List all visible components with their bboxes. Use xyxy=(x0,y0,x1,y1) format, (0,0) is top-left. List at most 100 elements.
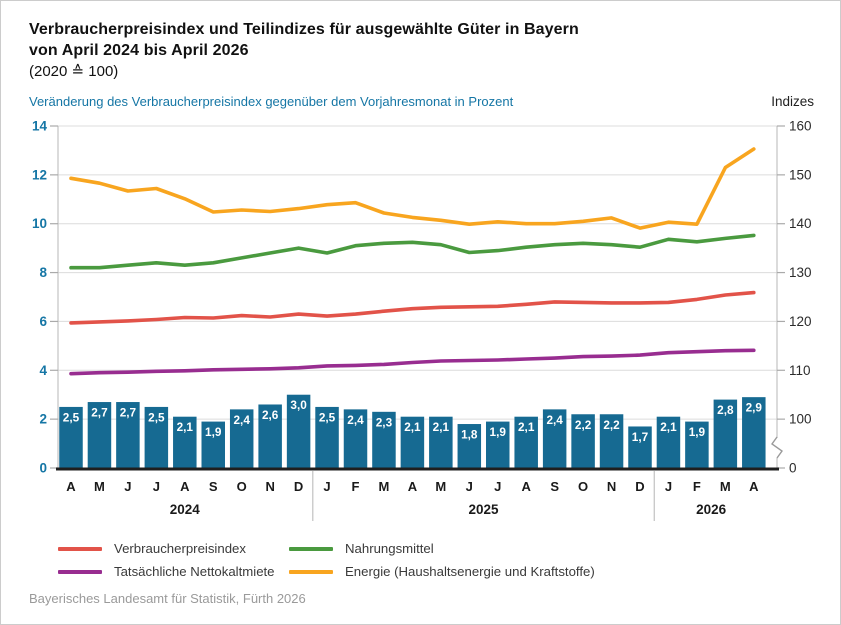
bar-value-label: 2,6 xyxy=(262,408,279,422)
legend-swatch-purple xyxy=(58,569,102,574)
bar xyxy=(59,406,83,468)
month-tick-label: A xyxy=(749,479,759,494)
axis-title-row: Veränderung des Verbraucherpreisindex ge… xyxy=(29,94,814,109)
series-line xyxy=(69,233,756,270)
left-axis-tick-label: 10 xyxy=(32,216,47,231)
page-title-line2: von April 2024 bis April 2026 xyxy=(29,42,249,59)
bar xyxy=(457,424,482,468)
base-year-note: (2020 ≙ 100) xyxy=(29,63,119,80)
line-series-energie-haushaltsenergie-und-kraftstoffe xyxy=(69,147,756,230)
legend-swatch-orange xyxy=(289,569,333,574)
month-tick-label: F xyxy=(693,479,701,494)
month-tick-label: J xyxy=(124,479,131,494)
x-axis-labels: A M J J A S O N D J F M A M J J A S O N D J F M A 2024 2025 2026 xyxy=(66,471,759,521)
legend-label: Tatsächliche Nettokaltmiete xyxy=(114,564,275,579)
bar xyxy=(372,411,396,468)
series-line xyxy=(69,348,756,376)
bar-value-label: 1,9 xyxy=(490,425,507,439)
right-axis-tick-label: 100 xyxy=(789,412,812,427)
left-axis-title: Veränderung des Verbraucherpreisindex ge… xyxy=(29,94,514,109)
month-tick-label: J xyxy=(466,479,473,494)
bar-value-label: 1,7 xyxy=(632,430,649,444)
bar xyxy=(514,416,538,468)
bar-value-label: 2,1 xyxy=(177,420,194,434)
bar xyxy=(685,421,709,468)
year-label: 2026 xyxy=(696,502,727,517)
bar-value-label: 1,9 xyxy=(205,425,222,439)
source-note: Bayerisches Landesamt für Statistik, Für… xyxy=(29,591,306,606)
bar xyxy=(599,414,624,468)
month-tick-label: N xyxy=(265,479,274,494)
bar-value-label: 2,2 xyxy=(575,418,592,432)
bar-value-label: 2,5 xyxy=(63,410,80,424)
series-line xyxy=(69,147,756,230)
bar xyxy=(742,397,766,468)
left-axis-tick-label: 0 xyxy=(39,461,47,476)
bar xyxy=(571,414,595,468)
left-axis-tick-label: 2 xyxy=(39,412,47,427)
bar xyxy=(656,416,681,468)
bar xyxy=(400,416,425,468)
bar-value-label: 1,8 xyxy=(461,428,478,442)
bar xyxy=(286,394,311,468)
left-axis-tick-label: 6 xyxy=(39,314,47,329)
year-label: 2025 xyxy=(469,502,500,517)
right-axis-tick-label: 150 xyxy=(789,167,812,182)
month-tick-label: O xyxy=(237,479,247,494)
left-axis-tick-label: 12 xyxy=(32,167,47,182)
month-tick-label: J xyxy=(153,479,160,494)
bar xyxy=(486,421,510,468)
bar-value-label: 2,4 xyxy=(546,413,563,427)
bar xyxy=(229,409,254,468)
bar-value-label: 2,3 xyxy=(376,415,393,429)
legend-swatch-red xyxy=(58,546,102,551)
bar-value-label: 2,1 xyxy=(404,420,421,434)
bar-value-label: 2,7 xyxy=(91,406,108,420)
bar-value-label: 3,0 xyxy=(290,398,307,412)
bar-series: 2,5 2,7 2,7 2,5 2,1 1,9 2,4 2,6 3,0 2,5 2,4 2,3 2,1 2… xyxy=(59,394,766,468)
legend-item-energie: Energie (Haushaltsenergie und Kraftstoff… xyxy=(289,560,595,583)
right-axis-tick-label: 120 xyxy=(789,314,812,329)
month-tick-label: D xyxy=(294,479,303,494)
page-title-line1: Verbraucherpreisindex und Teilindizes fü… xyxy=(29,21,579,38)
right-axis-tick-label: 110 xyxy=(789,363,811,378)
legend-item-nettokaltmiete: Tatsächliche Nettokaltmiete xyxy=(58,560,289,583)
right-axis-tick-label: 130 xyxy=(789,265,812,280)
legend-label: Nahrungsmittel xyxy=(345,541,434,556)
legend-swatch-green xyxy=(289,546,333,551)
month-tick-label: A xyxy=(66,479,76,494)
month-tick-label: S xyxy=(550,479,559,494)
month-tick-label: J xyxy=(323,479,330,494)
legend-label: Energie (Haushaltsenergie und Kraftstoff… xyxy=(345,564,595,579)
month-tick-label: S xyxy=(209,479,218,494)
right-axis-title: Indizes xyxy=(771,94,814,109)
legend-label: Verbraucherpreisindex xyxy=(114,541,246,556)
bar-value-label: 2,4 xyxy=(347,413,364,427)
bar-value-label: 2,9 xyxy=(746,401,763,415)
bar xyxy=(173,416,197,468)
month-tick-label: J xyxy=(665,479,672,494)
month-tick-label: O xyxy=(578,479,588,494)
axis-lines xyxy=(57,126,778,468)
legend-item-nahrungsmittel: Nahrungsmittel xyxy=(289,537,595,560)
line-series-tats-chliche-nettokaltmiete xyxy=(69,348,756,376)
bar-value-label: 2,1 xyxy=(518,420,535,434)
gridlines xyxy=(58,125,777,420)
right-axis-tick-label: 140 xyxy=(789,216,812,231)
bar xyxy=(628,426,652,468)
legend-item-verbraucherpreisindex: Verbraucherpreisindex xyxy=(58,537,289,560)
bar xyxy=(201,421,225,468)
month-tick-label: M xyxy=(720,479,731,494)
bar-value-label: 1,9 xyxy=(689,425,706,439)
month-tick-label: J xyxy=(494,479,501,494)
series-line xyxy=(69,290,756,325)
right-axis-tick-label: 160 xyxy=(789,119,812,134)
bar xyxy=(258,404,282,468)
month-tick-label: M xyxy=(94,479,105,494)
chart-legend: Verbraucherpreisindex Nahrungsmittel Tat… xyxy=(58,537,595,583)
right-axis-tick-label: 0 xyxy=(789,461,797,476)
bar xyxy=(116,402,140,468)
month-tick-label: M xyxy=(379,479,390,494)
